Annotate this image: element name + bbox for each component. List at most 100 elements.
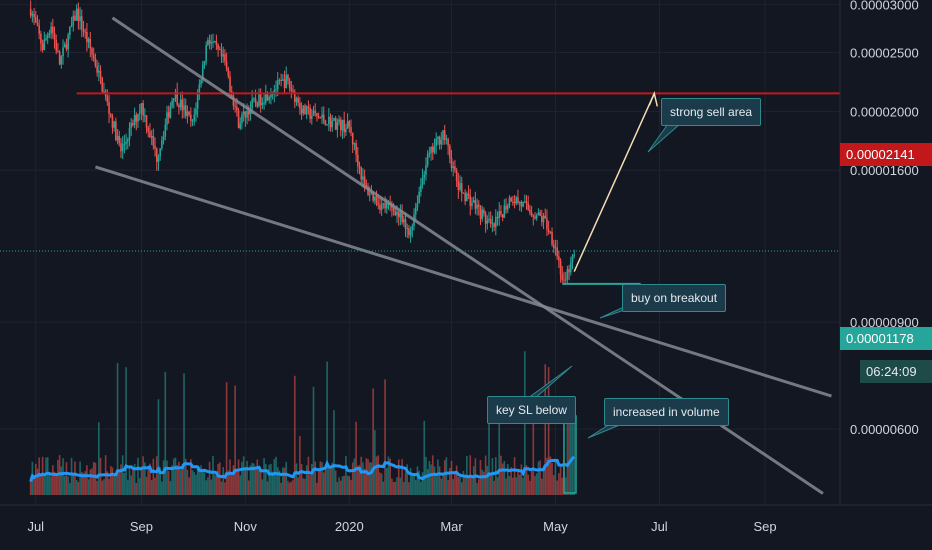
candle-body [41,43,44,50]
candle-body [106,96,109,103]
volume-bar [476,482,478,495]
volume-bar [416,466,419,495]
price-tick-label: 0.00003000 [850,0,919,12]
candle-body [48,33,51,36]
candle-body [363,176,366,185]
volume-bar [246,460,248,495]
candle-body [541,216,543,223]
volume-bar [558,473,560,495]
volume-bar [488,413,490,495]
volume-bar [433,466,436,495]
volume-bar [140,466,143,495]
candle-body [178,104,180,108]
candle-body [251,99,253,109]
volume-bar [256,459,259,495]
candle-body [293,91,296,102]
key-sl-note[interactable]: key SL below [487,396,576,424]
candle-body [334,117,337,130]
volume-bar [251,462,253,495]
buy-breakout-note[interactable]: buy on breakout [622,284,727,312]
volume-bar [188,477,190,495]
candle-body [224,54,226,62]
volume-bar [312,386,315,495]
candle-body [155,148,158,162]
volume-bar [133,463,136,495]
candle-body [38,25,40,34]
volume-bar [564,477,567,495]
lower-trendline[interactable] [94,165,832,398]
volume-bar [237,459,240,495]
candle-body [539,212,541,217]
candle-body [222,54,225,57]
volume-bar [52,465,54,495]
volume-bar [55,473,58,495]
candle-body [484,213,487,224]
volume-bar [462,470,465,495]
candle-body [128,127,131,140]
candle-body [443,130,446,140]
candle-body [501,214,504,218]
volume-bar [125,367,127,495]
volume-bar [207,477,209,495]
candle-body [31,13,34,16]
volume-note[interactable]: increased in volume [604,398,729,426]
candle-body [447,138,449,146]
volume-bar [121,455,124,495]
volume-bar [336,481,339,495]
volume-bar [491,458,494,495]
candle-body [275,89,277,91]
candle-body [304,105,306,115]
candle-body [527,203,529,210]
volume-bar [137,457,139,495]
volume-bar [357,465,359,495]
breakout-projection-arrow[interactable] [573,93,655,272]
volume-bar [275,456,277,495]
volume-bar [445,457,448,495]
candle-body [198,84,201,95]
candle-body [278,79,281,81]
volume-bar [184,458,187,495]
candle-body [479,206,482,220]
volume-bar [86,465,88,495]
candle-body [84,31,86,33]
candle-body [370,192,373,195]
volume-bar [120,464,122,495]
candle-body [312,110,315,116]
candle-body [236,106,238,111]
volume-bar [350,479,352,495]
candle-body [46,35,49,39]
volume-bar [368,462,371,495]
candle-body [350,127,352,133]
candle-body [355,143,357,155]
volume-bar [486,466,489,495]
candle-body [409,229,412,236]
candle-body [358,165,361,168]
candle-body [319,117,322,119]
candle-body [566,269,569,280]
candle-body [324,120,327,126]
volume-bar [208,461,211,495]
candle-body [512,201,514,203]
volume-bar [116,362,119,495]
candle-body [125,141,127,144]
volume-bar [341,476,344,495]
time-tick-label: May [543,519,568,534]
candle-body [311,115,313,119]
volume-bar [236,471,238,495]
candle-body [280,79,282,81]
volume-bar [404,472,407,495]
candle-body [529,209,531,213]
volume-bar [283,467,286,495]
candle-body [140,103,143,113]
strong-sell-note[interactable]: strong sell area [661,98,762,126]
candle-body [91,48,93,55]
volume-bar [87,479,90,495]
candle-body [176,91,179,105]
candle-body [113,121,115,128]
volume-bar [154,477,156,495]
volume-bar [380,473,383,495]
candle-body [58,51,61,65]
last-price-badge: 0.00001178 [840,327,932,350]
volume-bar [195,474,197,495]
